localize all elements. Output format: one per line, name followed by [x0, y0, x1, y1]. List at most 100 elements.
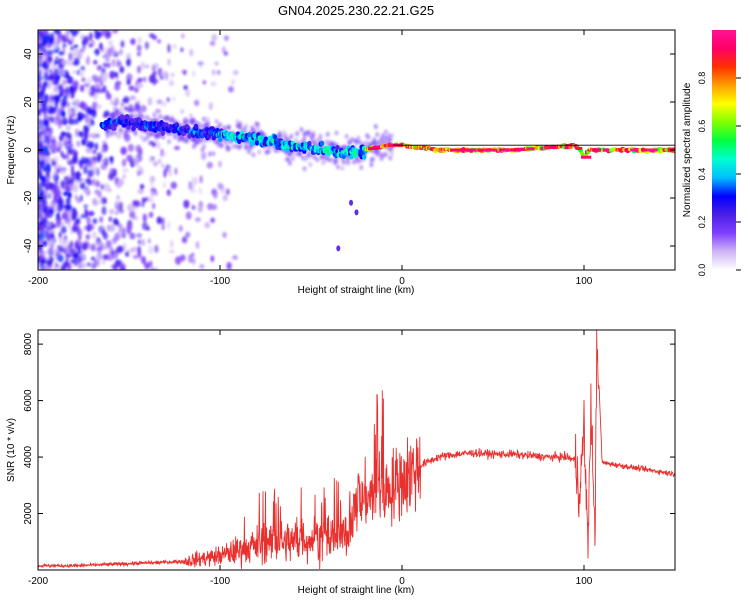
heatmap-cell [70, 258, 75, 264]
heatmap-cell [162, 151, 167, 157]
heatmap-cell [84, 178, 89, 184]
heatmap-cell [207, 202, 213, 211]
colorbar-tick-label: 0.2 [697, 216, 707, 229]
heatmap-cell [137, 239, 141, 245]
heatmap-cell [127, 143, 135, 153]
heatmap-cell [48, 37, 55, 45]
heatmap-cell [378, 152, 383, 158]
heatmap-cell [96, 167, 100, 176]
heatmap-cell [52, 265, 59, 270]
heatmap-cell [45, 162, 51, 171]
heatmap-cell [375, 132, 380, 138]
heatmap-cell [267, 148, 272, 154]
heatmap-cell [174, 256, 182, 265]
heatmap-cell [158, 114, 163, 120]
heatmap-cell [115, 97, 119, 106]
colorbar-tick-label: 0.6 [697, 120, 707, 133]
heatmap-cell [111, 264, 118, 270]
heatmap-cell [373, 145, 381, 149]
heatmap-cell [65, 124, 71, 132]
heatmap-cell [174, 167, 178, 175]
heatmap-cell [110, 249, 115, 256]
heatmap-cell [161, 217, 165, 226]
heatmap-cell [383, 129, 388, 135]
heatmap-cell [346, 155, 351, 161]
heatmap-cell [92, 197, 98, 206]
heatmap-cell [325, 131, 330, 137]
heatmap-cell [76, 140, 81, 147]
heatmap-cell [181, 236, 188, 244]
heatmap-cell [171, 43, 178, 50]
heatmap-cell [315, 157, 320, 163]
heatmap-cell [504, 148, 514, 152]
heatmap-cell [69, 248, 76, 254]
heatmap-cell [319, 140, 325, 146]
heatmap-cell [71, 177, 75, 185]
heatmap-cell [223, 51, 229, 56]
heatmap-cell [336, 245, 341, 252]
heatmap-cell [366, 134, 371, 140]
heatmap-cell [55, 74, 61, 82]
heatmap-cell [324, 139, 329, 145]
heatmap-cell [152, 160, 158, 167]
heatmap-cell [38, 195, 43, 202]
heatmap-cell [84, 118, 90, 124]
heatmap-cell [46, 232, 53, 242]
heatmap-cell [86, 262, 92, 267]
heatmap-cell [82, 261, 86, 270]
heatmap-cell [299, 127, 304, 133]
heatmap-cell [120, 101, 125, 107]
heatmap-cell [224, 35, 229, 42]
heatmap-noise [38, 30, 239, 270]
heatmap-cell [191, 257, 196, 265]
heatmap-cell [87, 141, 95, 150]
heatmap-cell [54, 164, 58, 171]
heatmap-cell [38, 56, 43, 66]
heatmap-cell [119, 114, 125, 120]
heatmap-cell [87, 177, 91, 186]
heatmap-cell [123, 96, 130, 104]
heatmap-cell [298, 151, 303, 157]
heatmap-cell [147, 197, 154, 203]
heatmap-cell [53, 194, 58, 204]
heatmap-cell [181, 33, 185, 39]
heatmap-cell [63, 94, 67, 102]
heatmap-cell [195, 241, 200, 250]
heatmap-cell [94, 241, 101, 247]
x-tick-label: -100 [210, 276, 230, 287]
heatmap-cell [142, 213, 147, 223]
heatmap-cell [42, 55, 47, 61]
heatmap-cell [65, 252, 71, 258]
heatmap-cell [124, 114, 130, 120]
snr-line-layer [38, 330, 675, 570]
heatmap-cell [349, 199, 354, 206]
heatmap-cell [67, 107, 72, 115]
heatmap-cell [105, 54, 110, 63]
heatmap-cell [47, 55, 53, 64]
heatmap-cell [38, 202, 45, 211]
heatmap-cell [173, 145, 181, 151]
heatmap-cell [61, 68, 66, 77]
heatmap-cell [72, 252, 78, 260]
heatmap-cell [129, 232, 136, 240]
heatmap-cell [160, 130, 166, 136]
heatmap-cell [91, 262, 95, 270]
x-tick-label: -100 [210, 576, 230, 587]
heatmap-cell [67, 159, 74, 166]
heatmap-cell [40, 124, 44, 132]
heatmap-cell [125, 55, 130, 60]
heatmap-cell [74, 242, 80, 250]
heatmap-cell [144, 262, 150, 270]
heatmap-cell [81, 77, 86, 83]
heatmap-cell [312, 154, 317, 160]
heatmap-cell [136, 52, 141, 57]
heatmap-cell [218, 122, 222, 128]
heatmap-cell [40, 232, 45, 241]
heatmap-cell [482, 148, 493, 152]
heatmap-cell [116, 58, 120, 68]
heatmap-cell [78, 111, 82, 119]
heatmap-cell [73, 44, 78, 49]
x-tick-label: 0 [399, 276, 405, 287]
heatmap-cell [97, 190, 102, 198]
heatmap-cell [238, 143, 243, 149]
